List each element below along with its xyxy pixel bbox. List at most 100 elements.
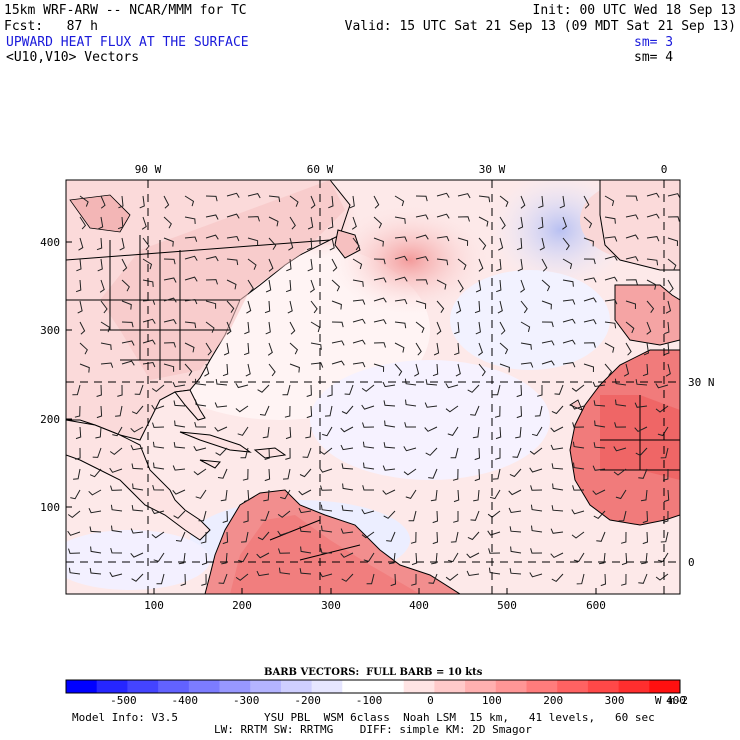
- wind-barb: [268, 363, 276, 377]
- wind-barb: [394, 276, 408, 282]
- wind-barb: [383, 442, 396, 449]
- wind-barb: [173, 400, 186, 407]
- lon-label-30w: 30 W: [479, 163, 506, 176]
- wind-barb: [215, 379, 228, 386]
- wind-barb: [139, 195, 145, 209]
- x-tick-500: 500: [497, 599, 517, 612]
- wind-barb: [96, 237, 103, 251]
- wind-barb: [538, 195, 544, 209]
- wind-barb: [88, 489, 102, 496]
- wind-barb: [638, 468, 648, 479]
- wind-barb: [247, 258, 257, 270]
- wind-barb: [495, 426, 502, 440]
- wind-barb: [554, 384, 564, 395]
- wind-barb: [341, 463, 354, 470]
- wind-barb: [247, 279, 254, 293]
- wind-barb: [478, 342, 483, 356]
- wind-barb: [289, 216, 296, 230]
- colorbar-swatch: [618, 680, 650, 693]
- wind-barb: [551, 405, 564, 415]
- wind-barb: [411, 574, 417, 586]
- wind-barb: [665, 363, 671, 377]
- wind-barb: [205, 321, 215, 333]
- wind-barb: [373, 216, 383, 229]
- wind-barb: [327, 216, 334, 230]
- wind-barb: [130, 426, 144, 433]
- wind-barb: [96, 384, 102, 397]
- wind-barb: [424, 426, 438, 432]
- wind-barb: [156, 573, 165, 585]
- wind-barb: [537, 385, 543, 397]
- wind-barb: [478, 363, 486, 377]
- wind-barb: [306, 405, 313, 419]
- wind-barb: [404, 378, 417, 386]
- wind-barb: [121, 321, 134, 328]
- y-tick-400: 400: [40, 236, 60, 249]
- wind-barb: [163, 216, 172, 229]
- wind-barb: [109, 467, 123, 473]
- wind-barb: [657, 552, 669, 563]
- wind-barb: [382, 381, 396, 388]
- wind-barb: [646, 321, 652, 335]
- wind-barb: [642, 510, 649, 524]
- wind-barb: [583, 216, 593, 229]
- wind-barb: [488, 567, 501, 575]
- colorbar-swatch: [342, 680, 374, 693]
- wind-barb: [246, 300, 252, 314]
- wind-barb: [151, 384, 165, 393]
- wind-barb: [130, 528, 144, 534]
- wind-barb: [373, 342, 386, 348]
- wind-barb: [541, 321, 554, 328]
- colorbar-tick-label: 0: [427, 694, 434, 707]
- wind-barb: [75, 447, 81, 460]
- model-info: Model Info: V3.5: [72, 711, 178, 724]
- wind-barb: [436, 213, 450, 219]
- wind-barb: [340, 426, 354, 433]
- axis-ticks: [66, 241, 597, 594]
- wind-barb: [613, 446, 627, 452]
- wind-barb: [541, 360, 555, 366]
- wind-barb: [153, 462, 165, 470]
- wind-barb: [142, 258, 153, 270]
- wind-barb: [604, 342, 615, 353]
- wind-barb: [74, 405, 81, 418]
- wind-barb: [163, 195, 170, 209]
- wind-barb: [247, 193, 261, 199]
- wind-barb: [222, 510, 228, 523]
- wind-barb: [475, 279, 482, 293]
- wind-barb: [667, 193, 680, 199]
- wind-barb: [341, 573, 354, 582]
- wind-barb: [550, 528, 564, 534]
- wind-barb: [226, 279, 237, 290]
- colorbar-swatch: [465, 680, 497, 693]
- wind-barb: [121, 340, 135, 346]
- wind-barb: [289, 195, 299, 207]
- wind-barb: [625, 300, 637, 310]
- forecast-hour: Fcst: 87 h: [4, 19, 98, 34]
- wind-barb: [142, 237, 150, 251]
- colorbar-tick-label: 300: [605, 694, 625, 707]
- wind-barb: [110, 547, 123, 554]
- colorbar-tick-label: 200: [543, 694, 563, 707]
- wind-barb: [142, 318, 156, 324]
- wind-barb: [264, 447, 270, 460]
- wind-barb: [131, 573, 144, 582]
- wind-barb: [383, 400, 396, 407]
- wind-barb: [118, 195, 124, 209]
- wind-barb: [457, 237, 469, 246]
- europe-land: [599, 180, 680, 271]
- wind-barb: [470, 510, 480, 521]
- map-frame: [65, 179, 681, 595]
- wind-barb: [88, 507, 102, 514]
- wind-barb: [223, 342, 230, 356]
- wind-barb: [432, 510, 439, 524]
- colorbar-swatch: [280, 680, 313, 693]
- wind-barb: [242, 468, 249, 481]
- wind-barb: [508, 489, 522, 496]
- wind-barb: [625, 279, 638, 285]
- wind-barb: [226, 321, 232, 335]
- wind-barb: [436, 258, 449, 266]
- wind-barb: [352, 279, 364, 287]
- wind-barb: [604, 276, 618, 282]
- wind-barb: [373, 195, 380, 209]
